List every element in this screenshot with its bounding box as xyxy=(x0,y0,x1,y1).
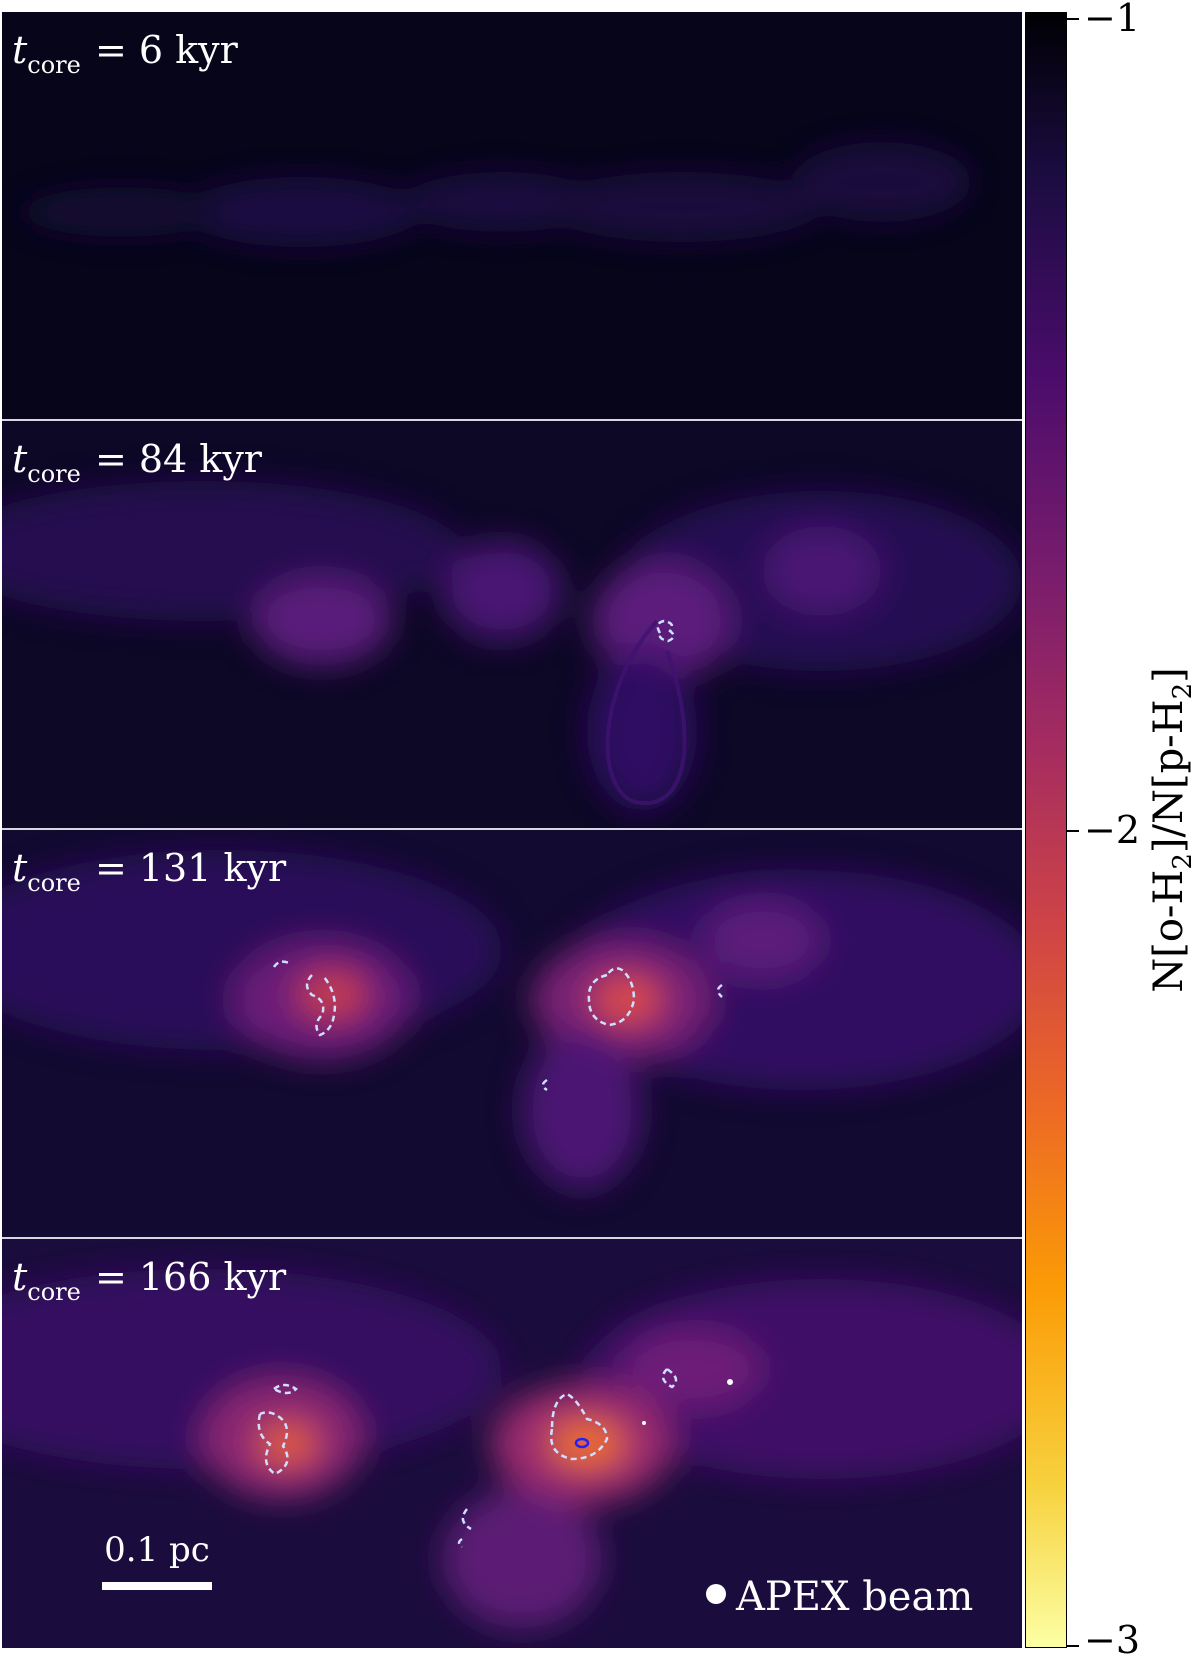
beam-marker xyxy=(706,1584,726,1604)
image-panels: tcore = 6 kyr tcore = 84 kyr xyxy=(2,12,1022,1648)
panel-6kyr: tcore = 6 kyr xyxy=(2,12,1022,419)
colorbar-tick-label: −1 xyxy=(1084,0,1141,40)
panel-166kyr: tcore = 166 kyr 0.1 pc APEX beam xyxy=(2,1239,1022,1648)
density-map-2 xyxy=(2,421,1022,828)
scale-bar xyxy=(102,1582,212,1590)
time-label: tcore = 84 kyr xyxy=(12,437,262,488)
density-map-1 xyxy=(2,12,1022,419)
panel-131kyr: tcore = 131 kyr xyxy=(2,830,1022,1237)
panel-divider xyxy=(2,1237,1022,1239)
beam-label: APEX beam xyxy=(736,1574,974,1620)
colorbar-tick xyxy=(1067,18,1079,20)
time-label: tcore = 131 kyr xyxy=(12,846,287,897)
time-label: tcore = 166 kyr xyxy=(12,1255,287,1306)
colorbar xyxy=(1025,12,1067,1648)
colorbar-tick xyxy=(1067,1645,1079,1647)
colorbar-title: N[o-H2]/N[p-H2] xyxy=(1146,667,1198,993)
panel-divider xyxy=(2,828,1022,830)
panel-divider xyxy=(2,419,1022,421)
colorbar-tick-label: −2 xyxy=(1084,808,1141,852)
density-map-3 xyxy=(2,830,1022,1237)
scale-bar-label: 0.1 pc xyxy=(104,1530,210,1570)
density-map-4 xyxy=(2,1239,1022,1648)
colorbar-tick xyxy=(1067,830,1079,832)
colorbar-tick-label: −3 xyxy=(1084,1618,1141,1662)
panel-84kyr: tcore = 84 kyr xyxy=(2,421,1022,828)
time-label: tcore = 6 kyr xyxy=(12,28,238,79)
